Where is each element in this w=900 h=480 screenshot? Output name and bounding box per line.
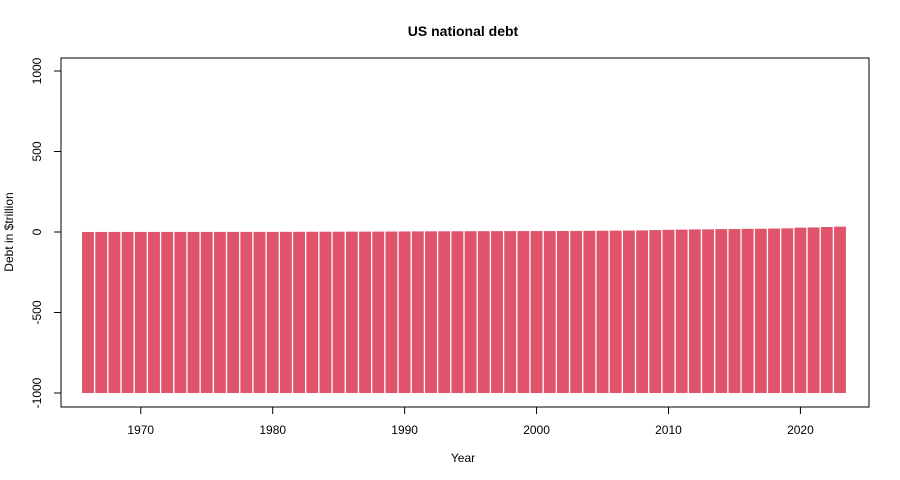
bars-group — [82, 226, 846, 393]
bar-1999 — [517, 231, 530, 393]
bar-2009 — [649, 230, 662, 393]
y-tick-label: -1000 — [30, 377, 44, 408]
bar-1983 — [306, 231, 319, 393]
bar-1972 — [161, 231, 174, 393]
bar-2018 — [768, 228, 780, 393]
bar-2005 — [596, 230, 609, 393]
bar-2008 — [636, 230, 649, 393]
bar-1971 — [148, 231, 160, 393]
bar-1977 — [227, 231, 240, 393]
bar-1970 — [134, 231, 147, 393]
y-tick-label: 1000 — [30, 57, 44, 84]
bar-2020 — [794, 227, 807, 393]
x-tick-label: 2010 — [655, 423, 682, 437]
bar-2022 — [820, 227, 833, 393]
bar-1981 — [279, 231, 292, 393]
y-axis-title: Debt in $trillion — [2, 192, 16, 271]
bar-1994 — [451, 231, 464, 393]
x-tick-label: 2020 — [787, 423, 814, 437]
bar-2016 — [741, 228, 754, 393]
bar-2001 — [543, 231, 556, 393]
bar-2000 — [530, 231, 543, 393]
bar-1968 — [108, 231, 121, 393]
bar-2011 — [675, 229, 688, 393]
bar-2002 — [557, 231, 569, 393]
bar-1974 — [187, 231, 200, 393]
bar-1988 — [372, 231, 385, 393]
x-tick-label: 2000 — [523, 423, 550, 437]
x-axis-title: Year — [451, 451, 475, 465]
bar-2007 — [622, 230, 635, 393]
bar-1978 — [240, 231, 253, 393]
bar-2004 — [583, 230, 596, 393]
y-tick-label: 0 — [30, 228, 44, 235]
bar-2006 — [609, 230, 622, 393]
bar-1992 — [425, 231, 437, 393]
bar-1979 — [253, 231, 266, 393]
bar-2017 — [754, 228, 767, 393]
bar-1975 — [200, 231, 213, 393]
bar-1996 — [477, 231, 490, 393]
y-tick-label: 500 — [30, 141, 44, 161]
x-tick-label: 1970 — [127, 423, 154, 437]
chart-title: US national debt — [408, 23, 519, 39]
bar-1967 — [95, 231, 108, 393]
bar-1973 — [174, 231, 187, 393]
bar-2013 — [702, 229, 714, 393]
bar-2021 — [807, 227, 820, 393]
bar-1991 — [411, 231, 424, 393]
bar-1985 — [332, 231, 345, 393]
x-tick-label: 1990 — [391, 423, 418, 437]
bar-2023 — [834, 226, 846, 393]
bar-2019 — [781, 228, 794, 393]
bar-1997 — [491, 231, 503, 393]
y-axis: -1000 -500 0 500 1000 — [30, 57, 62, 408]
bar-1995 — [464, 231, 477, 393]
bar-1989 — [385, 231, 398, 393]
bar-1998 — [504, 231, 517, 393]
y-tick-label: -500 — [30, 300, 44, 324]
bar-1976 — [213, 231, 226, 393]
bar-1982 — [293, 231, 306, 393]
bar-1990 — [398, 231, 411, 393]
bar-1980 — [266, 231, 279, 393]
bar-1984 — [319, 231, 332, 393]
bar-2014 — [715, 229, 728, 393]
bar-1987 — [359, 231, 371, 393]
bar-1986 — [345, 231, 358, 393]
bar-2003 — [570, 230, 583, 393]
bar-1993 — [438, 231, 451, 393]
x-tick-label: 1980 — [259, 423, 286, 437]
x-axis: 1970 1980 1990 2000 2010 2020 — [127, 406, 814, 437]
bar-2012 — [688, 229, 701, 393]
bar-1966 — [82, 231, 94, 393]
bar-2010 — [662, 229, 675, 393]
bar-2015 — [728, 229, 741, 393]
bar-1969 — [121, 231, 134, 393]
